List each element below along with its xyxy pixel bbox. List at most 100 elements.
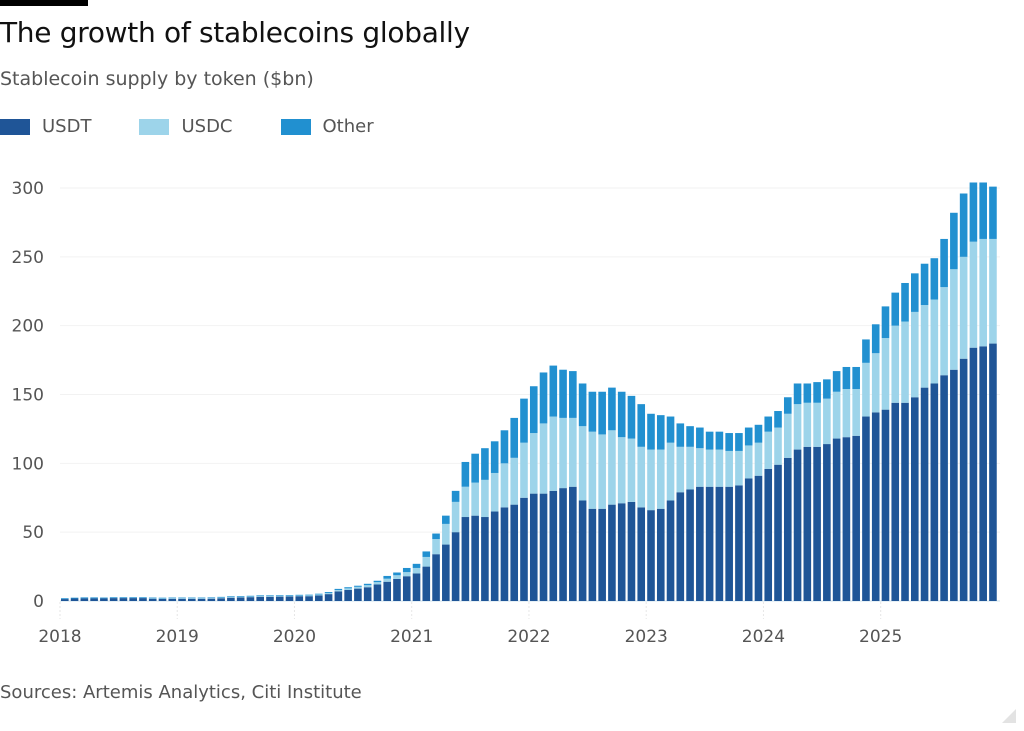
bar-other-2021-03 bbox=[432, 533, 440, 540]
bar-other-2021-09 bbox=[490, 441, 499, 473]
bar-other-2022-10 bbox=[617, 391, 626, 438]
bar-other-2024-04 bbox=[793, 383, 802, 405]
bar-usdc-2025-01 bbox=[881, 338, 890, 410]
bar-usdt-2023-12 bbox=[754, 475, 763, 601]
bar-other-2019-04 bbox=[207, 597, 216, 599]
x-tick-label: 2024 bbox=[742, 627, 785, 647]
bar-usdc-2022-05 bbox=[569, 417, 577, 487]
bar-usdc-2021-06 bbox=[461, 486, 470, 518]
bar-other-2023-02 bbox=[656, 415, 665, 450]
bar-usdt-2022-05 bbox=[569, 486, 577, 601]
bar-other-2021-06 bbox=[461, 461, 470, 487]
bar-usdt-2022-10 bbox=[617, 503, 626, 601]
bar-usdt-2025-11 bbox=[979, 346, 987, 601]
bar-usdt-2021-11 bbox=[510, 504, 519, 601]
bar-other-2024-07 bbox=[823, 379, 831, 399]
bar-usdc-2021-03 bbox=[432, 539, 440, 555]
bar-usdc-2021-04 bbox=[442, 523, 450, 545]
bar-usdt-2025-12 bbox=[989, 343, 997, 601]
bar-other-2024-09 bbox=[842, 366, 851, 389]
bar-usdc-2023-12 bbox=[754, 442, 763, 476]
bar-other-2023-01 bbox=[647, 413, 655, 450]
bar-other-2022-09 bbox=[608, 387, 616, 431]
bar-other-2019-05 bbox=[217, 596, 225, 598]
bar-other-2019-08 bbox=[246, 595, 255, 597]
bar-usdt-2024-07 bbox=[823, 444, 831, 601]
bar-usdt-2021-12 bbox=[520, 497, 528, 601]
x-tick-label: 2022 bbox=[507, 627, 550, 647]
bar-other-2018-02 bbox=[70, 597, 79, 599]
bar-usdt-2023-05 bbox=[686, 489, 694, 601]
bar-usdt-2023-08 bbox=[715, 486, 724, 601]
bar-other-2018-03 bbox=[80, 597, 89, 599]
bar-other-2022-11 bbox=[627, 395, 636, 439]
legend-label-usdc: USDC bbox=[181, 116, 233, 137]
bar-usdt-2022-01 bbox=[529, 493, 538, 601]
bar-usdt-2023-03 bbox=[666, 500, 675, 601]
bar-usdt-2018-09 bbox=[139, 598, 147, 601]
legend: USDT USDC Other bbox=[0, 116, 422, 137]
bar-usdc-2024-11 bbox=[862, 362, 870, 417]
bar-other-2019-11 bbox=[275, 595, 284, 596]
bar-usdt-2023-04 bbox=[676, 492, 685, 601]
bar-usdt-2025-01 bbox=[881, 409, 890, 601]
bar-usdt-2020-02 bbox=[305, 596, 313, 601]
bar-usdt-2025-05 bbox=[920, 387, 929, 601]
bar-usdc-2022-01 bbox=[529, 433, 538, 494]
bar-usdt-2021-08 bbox=[481, 517, 489, 601]
bar-usdt-2023-01 bbox=[647, 510, 655, 601]
y-tick-label: 50 bbox=[22, 523, 44, 543]
bar-other-2024-12 bbox=[871, 324, 880, 354]
bar-usdc-2024-05 bbox=[803, 402, 812, 447]
bar-other-2025-07 bbox=[940, 238, 948, 288]
bar-other-2022-05 bbox=[569, 371, 577, 418]
bar-usdc-2025-05 bbox=[920, 305, 929, 388]
bar-usdc-2023-05 bbox=[686, 446, 694, 490]
bar-usdt-2020-11 bbox=[393, 578, 401, 601]
bar-other-2019-12 bbox=[285, 595, 294, 596]
bar-usdt-2024-03 bbox=[783, 457, 792, 601]
bar-usdc-2024-12 bbox=[871, 353, 880, 413]
bar-other-2024-08 bbox=[832, 371, 841, 392]
bar-usdc-2022-12 bbox=[637, 446, 646, 508]
bar-usdc-2019-08 bbox=[246, 596, 255, 598]
bar-usdc-2022-04 bbox=[559, 417, 567, 489]
bar-usdc-2024-06 bbox=[813, 402, 821, 447]
bar-usdt-2020-07 bbox=[354, 588, 362, 601]
bar-usdt-2025-07 bbox=[940, 375, 948, 601]
bar-usdt-2018-07 bbox=[119, 598, 128, 601]
bar-other-2020-11 bbox=[393, 572, 401, 576]
bar-usdc-2020-06 bbox=[344, 588, 352, 590]
bar-usdc-2025-09 bbox=[959, 256, 968, 359]
bar-usdt-2024-08 bbox=[832, 438, 841, 601]
bar-usdc-2020-03 bbox=[315, 594, 323, 596]
legend-item-usdt: USDT bbox=[0, 116, 91, 137]
legend-item-other: Other bbox=[280, 116, 374, 137]
bar-usdc-2019-01 bbox=[178, 598, 186, 599]
bar-usdc-2023-03 bbox=[666, 442, 675, 501]
bar-usdt-2019-11 bbox=[275, 596, 284, 601]
bar-usdc-2022-11 bbox=[627, 438, 636, 502]
bar-usdt-2025-02 bbox=[891, 402, 900, 601]
bar-usdc-2019-09 bbox=[256, 596, 264, 597]
bar-usdc-2025-07 bbox=[940, 287, 948, 376]
chart-subtitle: Stablecoin supply by token ($bn) bbox=[0, 68, 314, 90]
bar-usdc-2019-12 bbox=[285, 595, 294, 597]
bar-other-2018-09 bbox=[139, 597, 147, 599]
bar-usdc-2022-10 bbox=[617, 437, 626, 504]
bar-other-2025-01 bbox=[881, 306, 890, 339]
bar-usdt-2018-12 bbox=[168, 598, 177, 601]
bar-other-2022-07 bbox=[588, 391, 597, 432]
bar-other-2023-04 bbox=[676, 423, 685, 447]
bar-usdc-2020-12 bbox=[402, 572, 411, 577]
bar-usdt-2018-11 bbox=[158, 598, 167, 601]
bar-usdc-2020-08 bbox=[363, 585, 372, 588]
bar-usdt-2024-04 bbox=[793, 449, 802, 601]
legend-label-other: Other bbox=[322, 116, 374, 137]
bar-other-2025-05 bbox=[920, 263, 929, 306]
bar-usdc-2022-09 bbox=[608, 430, 616, 505]
bar-usdc-2023-04 bbox=[676, 446, 685, 493]
bar-usdt-2020-09 bbox=[373, 584, 382, 601]
x-tick-label: 2021 bbox=[390, 627, 433, 647]
y-tick-label: 250 bbox=[12, 248, 44, 268]
